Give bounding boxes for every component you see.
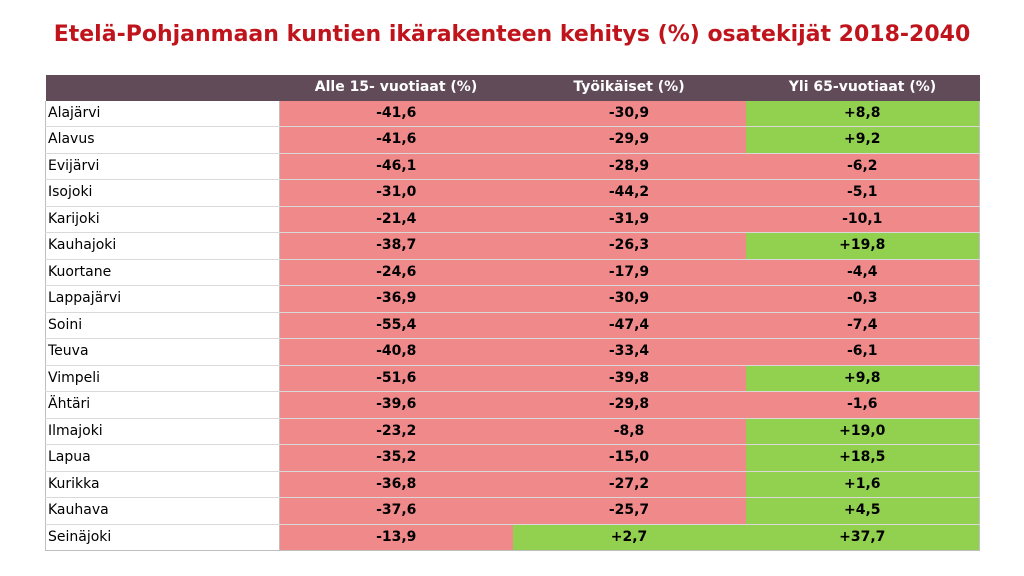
value-cell: -28,9 bbox=[512, 153, 746, 180]
table-row: Karijoki -21,4 -31,9 -10,1 bbox=[45, 206, 980, 233]
value-cell: -46,1 bbox=[279, 153, 513, 180]
value-cell: -0,3 bbox=[745, 285, 980, 313]
value-cell: -27,2 bbox=[512, 471, 746, 498]
municipality-name: Isojoki bbox=[45, 179, 280, 207]
value-cell: -26,3 bbox=[512, 232, 746, 260]
table-row: Alavus -41,6 -29,9 +9,2 bbox=[45, 126, 980, 154]
value-cell: -36,9 bbox=[279, 285, 513, 313]
table-row: Vimpeli -51,6 -39,8 +9,8 bbox=[45, 365, 980, 392]
table-row: Kuortane -24,6 -17,9 -4,4 bbox=[45, 259, 980, 286]
value-cell: -35,2 bbox=[279, 444, 513, 472]
value-cell: -40,8 bbox=[279, 338, 513, 366]
value-cell: -37,6 bbox=[279, 497, 513, 525]
value-cell: -41,6 bbox=[279, 100, 513, 127]
value-cell: -31,9 bbox=[512, 206, 746, 233]
column-header: Yli 65-vuotiaat (%) bbox=[745, 75, 980, 101]
value-cell: -24,6 bbox=[279, 259, 513, 286]
municipality-name: Lapua bbox=[45, 444, 280, 472]
value-cell: -30,9 bbox=[512, 285, 746, 313]
municipality-name: Evijärvi bbox=[45, 153, 280, 180]
table-row: Alajärvi -41,6 -30,9 +8,8 bbox=[45, 100, 980, 127]
value-cell: -39,6 bbox=[279, 391, 513, 419]
municipality-name: Kurikka bbox=[45, 471, 280, 498]
value-cell: -17,9 bbox=[512, 259, 746, 286]
value-cell: +1,6 bbox=[745, 471, 980, 498]
value-cell: -31,0 bbox=[279, 179, 513, 207]
column-header bbox=[45, 75, 280, 101]
value-cell: -7,4 bbox=[745, 312, 980, 339]
value-cell: -36,8 bbox=[279, 471, 513, 498]
value-cell: -13,9 bbox=[279, 524, 513, 551]
value-cell: +8,8 bbox=[745, 100, 980, 127]
value-cell: -21,4 bbox=[279, 206, 513, 233]
table-row: Kauhava -37,6 -25,7 +4,5 bbox=[45, 497, 980, 525]
table-row: Lappajärvi -36,9 -30,9 -0,3 bbox=[45, 285, 980, 313]
value-cell: -6,1 bbox=[745, 338, 980, 366]
table-row: Seinäjoki -13,9 +2,7 +37,7 bbox=[45, 524, 980, 551]
value-cell: +37,7 bbox=[745, 524, 980, 551]
value-cell: -39,8 bbox=[512, 365, 746, 392]
value-cell: -33,4 bbox=[512, 338, 746, 366]
municipality-name: Kauhava bbox=[45, 497, 280, 525]
municipality-name: Lappajärvi bbox=[45, 285, 280, 313]
column-header: Työikäiset (%) bbox=[512, 75, 746, 101]
value-cell: +19,0 bbox=[745, 418, 980, 445]
table-header-row: Alle 15- vuotiaat (%) Työikäiset (%) Yli… bbox=[45, 75, 980, 101]
municipality-name: Alajärvi bbox=[45, 100, 280, 127]
municipality-name: Kuortane bbox=[45, 259, 280, 286]
municipality-name: Teuva bbox=[45, 338, 280, 366]
table-row: Ähtäri -39,6 -29,8 -1,6 bbox=[45, 391, 980, 419]
table-row: Kurikka -36,8 -27,2 +1,6 bbox=[45, 471, 980, 498]
value-cell: +9,8 bbox=[745, 365, 980, 392]
table-row: Kauhajoki -38,7 -26,3 +19,8 bbox=[45, 232, 980, 260]
value-cell: -44,2 bbox=[512, 179, 746, 207]
value-cell: -23,2 bbox=[279, 418, 513, 445]
value-cell: -8,8 bbox=[512, 418, 746, 445]
value-cell: -30,9 bbox=[512, 100, 746, 127]
table-row: Lapua -35,2 -15,0 +18,5 bbox=[45, 444, 980, 472]
municipality-name: Kauhajoki bbox=[45, 232, 280, 260]
municipality-name: Ilmajoki bbox=[45, 418, 280, 445]
value-cell: -4,4 bbox=[745, 259, 980, 286]
value-cell: -5,1 bbox=[745, 179, 980, 207]
municipality-name: Vimpeli bbox=[45, 365, 280, 392]
value-cell: -29,8 bbox=[512, 391, 746, 419]
value-cell: -15,0 bbox=[512, 444, 746, 472]
municipality-name: Alavus bbox=[45, 126, 280, 154]
column-header: Alle 15- vuotiaat (%) bbox=[279, 75, 513, 101]
table-row: Soini -55,4 -47,4 -7,4 bbox=[45, 312, 980, 339]
table-row: Isojoki -31,0 -44,2 -5,1 bbox=[45, 179, 980, 207]
table-row: Ilmajoki -23,2 -8,8 +19,0 bbox=[45, 418, 980, 445]
value-cell: -25,7 bbox=[512, 497, 746, 525]
value-cell: -29,9 bbox=[512, 126, 746, 154]
value-cell: +2,7 bbox=[512, 524, 746, 551]
value-cell: -38,7 bbox=[279, 232, 513, 260]
value-cell: +18,5 bbox=[745, 444, 980, 472]
table-row: Evijärvi -46,1 -28,9 -6,2 bbox=[45, 153, 980, 180]
page-title: Etelä-Pohjanmaan kuntien ikärakenteen ke… bbox=[53, 22, 971, 47]
value-cell: -51,6 bbox=[279, 365, 513, 392]
data-table: Alle 15- vuotiaat (%) Työikäiset (%) Yli… bbox=[45, 75, 980, 551]
table-row: Teuva -40,8 -33,4 -6,1 bbox=[45, 338, 980, 366]
municipality-name: Ähtäri bbox=[45, 391, 280, 419]
value-cell: -10,1 bbox=[745, 206, 980, 233]
value-cell: -6,2 bbox=[745, 153, 980, 180]
value-cell: -41,6 bbox=[279, 126, 513, 154]
value-cell: -55,4 bbox=[279, 312, 513, 339]
value-cell: -47,4 bbox=[512, 312, 746, 339]
value-cell: +19,8 bbox=[745, 232, 980, 260]
municipality-name: Seinäjoki bbox=[45, 524, 280, 551]
value-cell: +9,2 bbox=[745, 126, 980, 154]
value-cell: +4,5 bbox=[745, 497, 980, 525]
municipality-name: Soini bbox=[45, 312, 280, 339]
value-cell: -1,6 bbox=[745, 391, 980, 419]
municipality-name: Karijoki bbox=[45, 206, 280, 233]
